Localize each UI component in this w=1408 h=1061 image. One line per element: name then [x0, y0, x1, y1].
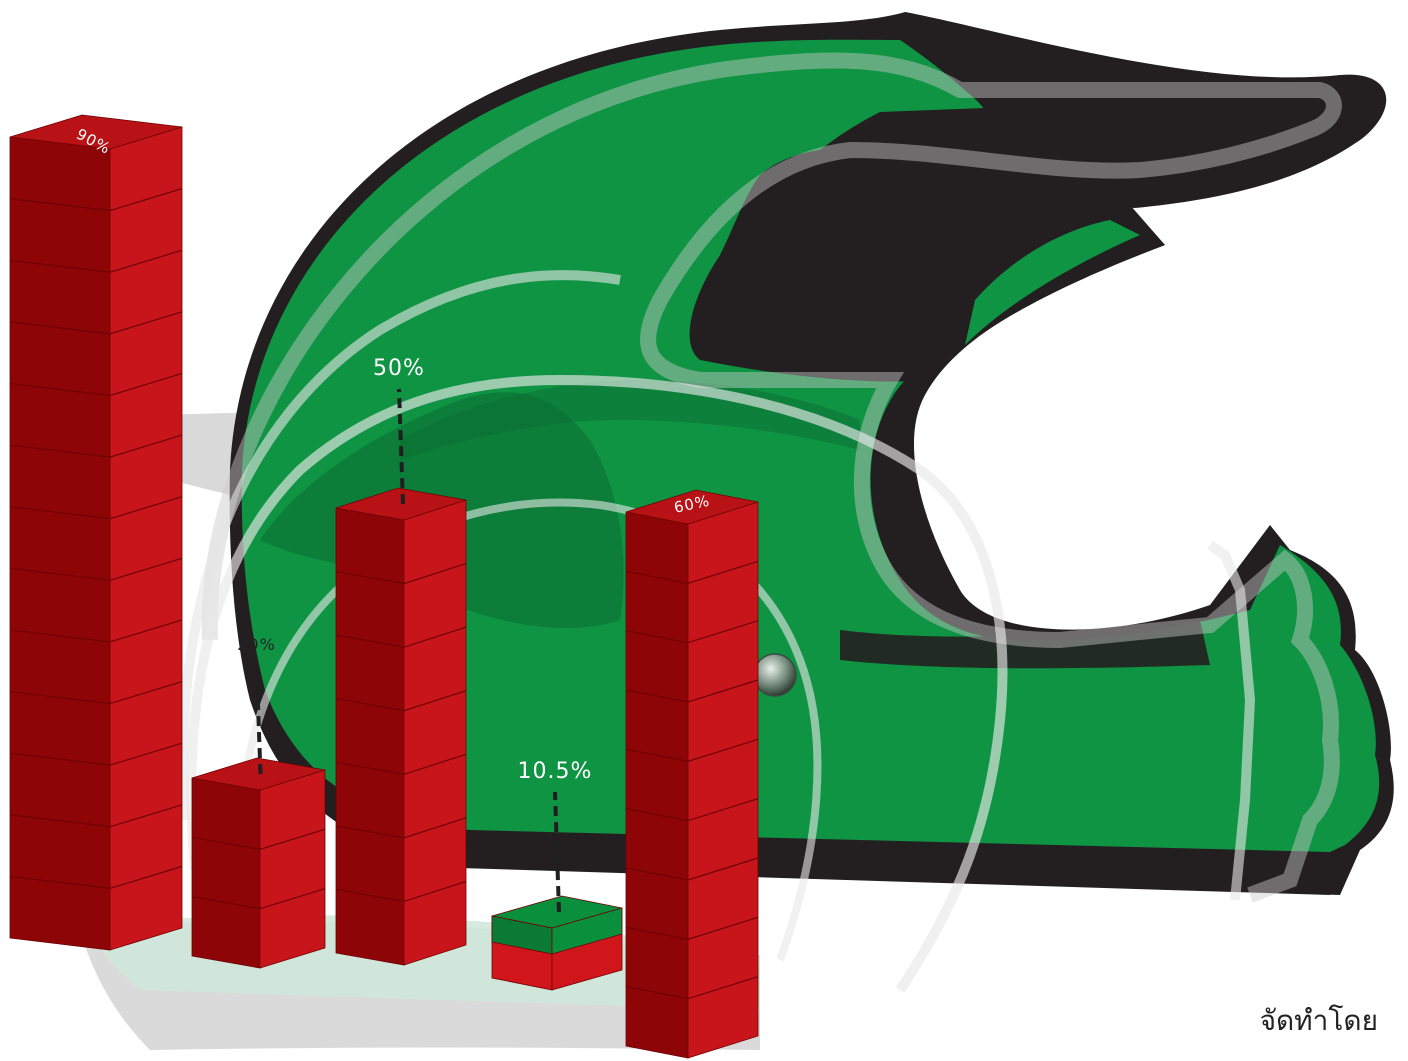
bar-top-face [9, 114, 183, 150]
bar-block-divider [335, 563, 467, 585]
data-label-3: 50% [373, 356, 425, 381]
data-labels: 90%20%50%10.5%60% [73, 125, 712, 913]
bar-block-divider [335, 817, 467, 839]
bar-block-divider [9, 742, 183, 766]
bar-block-divider [335, 690, 467, 712]
bar-block-divider [625, 560, 759, 584]
bar-block-divider [625, 679, 759, 703]
bar-front-face [9, 136, 111, 951]
bar-side-face [403, 499, 467, 966]
data-label-leader-4 [553, 791, 561, 913]
data-label-2: 20% [237, 635, 276, 654]
bar-block-divider [9, 372, 183, 397]
bar-block-divider [9, 434, 183, 458]
bar-block-divider [9, 188, 183, 212]
bar-block-divider [625, 798, 759, 822]
bar-block-divider [9, 865, 183, 889]
bar-block-divider [625, 916, 759, 940]
bar-block-divider [9, 619, 183, 643]
bar-2 [191, 757, 326, 969]
helmet-bolt-icon [753, 653, 797, 697]
bar-block-divider [9, 249, 183, 273]
bar-block-divider [625, 738, 759, 762]
bar-front-face [625, 511, 689, 1059]
bar-front-face [191, 777, 261, 969]
bar-block-divider [9, 680, 183, 705]
bar-side-face [109, 126, 183, 951]
bar-block-divider [9, 804, 183, 828]
data-label-leader-3 [397, 388, 405, 505]
bar-block-divider [9, 496, 183, 520]
bar-1 [9, 114, 183, 951]
bar-top-face [625, 489, 759, 525]
bar-block-divider [335, 753, 467, 775]
bar-block-divider [625, 620, 759, 644]
bar-5 [625, 489, 759, 1059]
bar-front-face [335, 507, 405, 966]
data-label-leader-2 [254, 663, 263, 775]
bar-block-divider [335, 880, 467, 903]
bar-block-divider [625, 976, 759, 1000]
data-label-4: 10.5% [518, 759, 593, 784]
bar-block-divider [191, 828, 326, 850]
bar-block-divider [9, 557, 183, 581]
bar-side-face [259, 769, 326, 969]
credit-text: จัดทำโดย [1259, 1004, 1378, 1037]
bar-3 [335, 487, 467, 966]
bar-4 [491, 895, 623, 991]
bar-block-divider [335, 626, 467, 648]
bar-block-divider [9, 311, 183, 335]
bar-block-divider [625, 857, 759, 881]
bar-block-divider [191, 888, 326, 910]
bar-top-edge [551, 907, 623, 955]
bar-side-face [687, 501, 759, 1059]
